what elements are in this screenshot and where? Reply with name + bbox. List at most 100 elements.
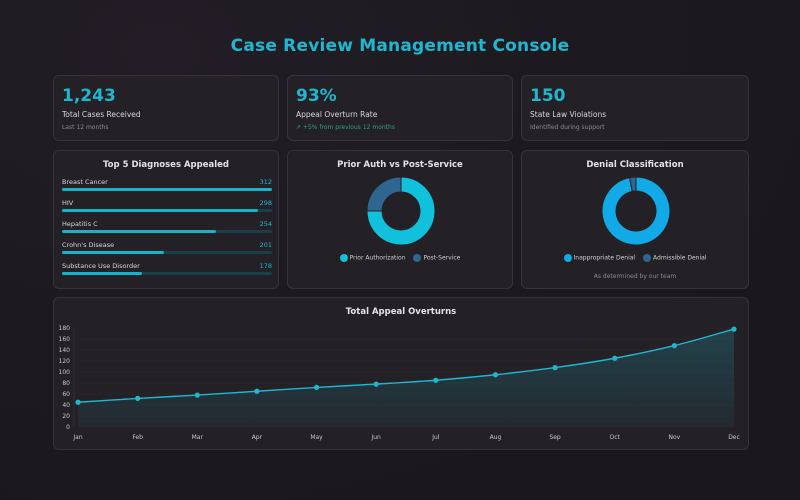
y-tick-label: 0 xyxy=(66,424,70,431)
diagnosis-bar-track xyxy=(62,251,272,254)
diagnosis-bar xyxy=(62,251,165,254)
x-tick-label: May xyxy=(310,434,323,441)
prior-auth-card: Prior Auth vs Post-Service Prior Authori… xyxy=(287,150,513,289)
overturns-title: Total Appeal Overturns xyxy=(345,307,457,317)
overturns-chart: 0 20 40 60 80 100 120 140 160 180 Jan Feb Mar Apr May J… xyxy=(59,325,740,441)
page-title: Case Review Management Console xyxy=(230,36,570,56)
total-cases-sub: Last 12 months xyxy=(62,124,109,131)
prior-auth-title: Prior Auth vs Post-Service xyxy=(337,160,463,170)
legend-post-service: Post-Service xyxy=(413,254,460,262)
x-tick-label: Feb xyxy=(132,434,143,441)
legend-swatch-icon xyxy=(643,254,652,262)
y-tick-label: 160 xyxy=(59,336,71,343)
total-cases-value: 1,243 xyxy=(62,86,116,106)
data-point xyxy=(135,395,141,401)
legend-label: Post-Service xyxy=(423,254,461,262)
diagnosis-row: Breast Cancer 312 xyxy=(62,178,272,198)
diagnosis-value: 201 xyxy=(259,241,272,249)
stat-card-total-cases: 1,243 Total Cases Received Last 12 month… xyxy=(53,75,279,141)
y-tick-label: 120 xyxy=(59,358,71,365)
x-tick-label: Jan xyxy=(72,434,82,441)
stat-card-violations: 150 State Law Violations Identified duri… xyxy=(521,75,749,141)
violations-label: State Law Violations xyxy=(530,110,607,119)
x-tick-label: Nov xyxy=(669,434,681,441)
diagnosis-row: Crohn's Disease 201 xyxy=(62,241,272,261)
diagnosis-bar xyxy=(62,272,142,275)
y-tick-label: 20 xyxy=(62,413,70,420)
y-tick-label: 80 xyxy=(62,380,70,387)
legend-swatch-icon xyxy=(413,254,422,262)
diagnosis-row: HIV 298 xyxy=(62,199,272,219)
x-tick-label: Aug xyxy=(490,434,502,441)
diagnoses-card: Top 5 Diagnoses Appealed Breast Cancer 31… xyxy=(53,150,279,289)
donut-slice xyxy=(629,176,637,192)
data-point xyxy=(194,392,200,398)
y-tick-label: 60 xyxy=(62,391,70,398)
area-fill xyxy=(78,329,734,427)
overturns-card: Total Appeal Overturns 0 20 40 60 80 100 120 14… xyxy=(53,297,749,450)
y-tick-label: 100 xyxy=(59,369,71,376)
x-tick-label: Jul xyxy=(431,434,440,441)
x-tick-label: Jun xyxy=(370,434,381,441)
diagnosis-value: 254 xyxy=(259,220,272,228)
legend-admissible-denial: Admissible Denial xyxy=(643,254,706,262)
diagnosis-name: Hepatitis C xyxy=(62,220,98,228)
diagnosis-name: Crohn's Disease xyxy=(62,241,115,249)
prior-auth-donut xyxy=(366,176,436,246)
overturn-rate-value: 93% xyxy=(296,86,337,106)
x-tick-label: Apr xyxy=(252,434,263,441)
total-cases-label: Total Cases Received xyxy=(62,110,141,119)
diagnosis-bar xyxy=(62,188,272,191)
overturn-rate-sub: ↗ +5% from previous 12 months xyxy=(296,124,395,131)
x-tick-label: Sep xyxy=(549,434,561,441)
diagnoses-title: Top 5 Diagnoses Appealed xyxy=(103,160,229,170)
donut-slice xyxy=(366,176,402,212)
diagnosis-name: Breast Cancer xyxy=(62,178,108,186)
diagnosis-bar-track xyxy=(62,272,272,275)
diagnosis-row: Hepatitis C 254 xyxy=(62,220,272,240)
diagnosis-bar xyxy=(62,230,216,233)
legend-inappropriate-denial: Inappropriate Denial xyxy=(563,254,636,262)
denial-note: As determined by our team xyxy=(593,273,677,280)
x-tick-label: Mar xyxy=(192,434,204,441)
data-point xyxy=(671,343,677,349)
diagnosis-name: HIV xyxy=(62,199,74,207)
data-point xyxy=(75,399,81,405)
diagnosis-bar xyxy=(62,209,259,212)
denial-legend: Inappropriate Denial Admissible Denial xyxy=(522,254,748,262)
prior-auth-legend: Prior Authorization Post-Service xyxy=(288,254,512,262)
donut-slice xyxy=(366,176,436,246)
legend-label: Prior Authorization xyxy=(349,254,406,262)
denial-card: Denial Classification Inappropriate Deni… xyxy=(521,150,749,289)
x-tick-label: Dec xyxy=(728,434,740,441)
violations-value: 150 xyxy=(530,86,566,106)
denial-donut xyxy=(601,176,671,246)
legend-swatch-icon xyxy=(563,254,572,262)
data-point xyxy=(313,384,320,390)
legend-swatch-icon xyxy=(339,254,348,262)
x-tick-label: Oct xyxy=(610,434,621,441)
data-point xyxy=(612,355,618,361)
diagnosis-value: 178 xyxy=(259,262,272,270)
series-line xyxy=(77,328,735,403)
donut-slice xyxy=(601,176,671,246)
violations-sub: Identified during support xyxy=(530,124,605,131)
diagnosis-name: Substance Use Disorder xyxy=(62,262,140,270)
data-point xyxy=(433,377,439,383)
y-tick-label: 140 xyxy=(59,347,71,354)
diagnosis-bar-track xyxy=(62,209,272,212)
data-point xyxy=(254,388,260,394)
data-point xyxy=(731,326,737,332)
data-point xyxy=(492,372,499,378)
stat-card-overturn-rate: 93% Appeal Overturn Rate ↗ +5% from prev… xyxy=(287,75,513,141)
diagnosis-value: 298 xyxy=(259,199,272,207)
legend-label: Inappropriate Denial xyxy=(573,254,636,262)
y-tick-label: 40 xyxy=(62,402,70,409)
diagnosis-value: 312 xyxy=(259,178,272,186)
data-point xyxy=(552,365,558,371)
overturn-rate-label: Appeal Overturn Rate xyxy=(296,110,378,119)
diagnosis-bar-track xyxy=(62,188,272,191)
legend-prior-authorization: Prior Authorization xyxy=(339,254,406,262)
diagnosis-bar-track xyxy=(62,230,272,233)
data-point xyxy=(373,381,379,387)
